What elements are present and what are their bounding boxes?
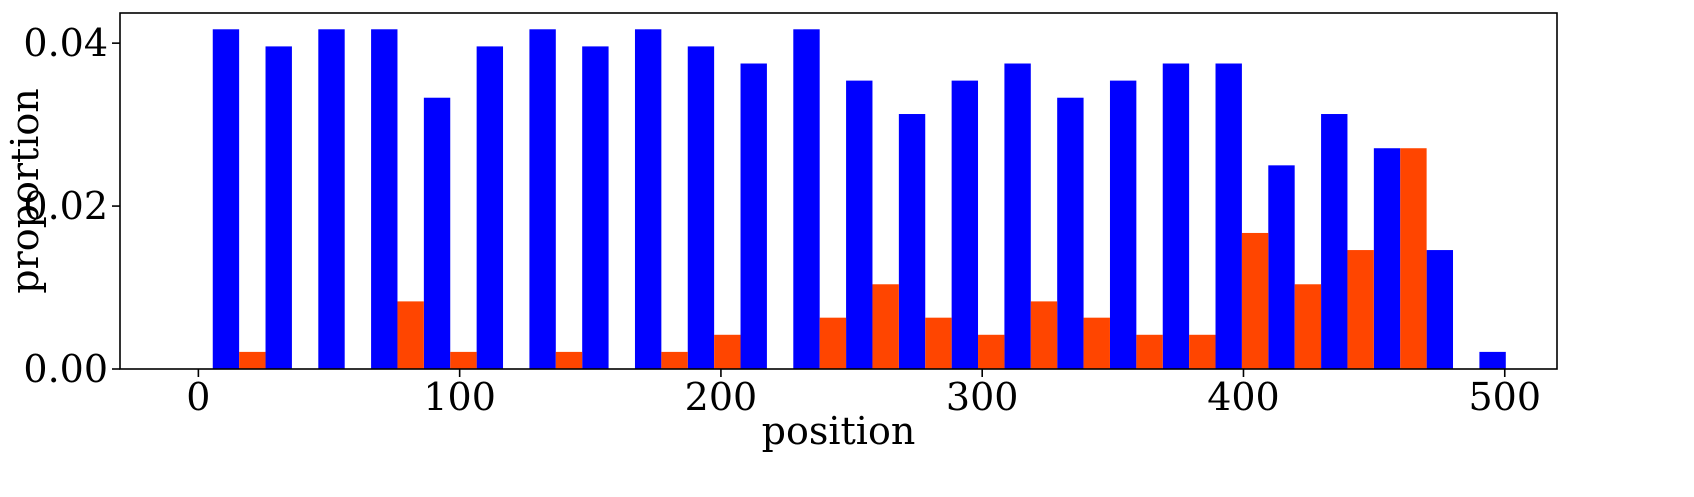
bar-series1-bin7 — [529, 29, 556, 369]
bar-series1-bin18 — [1109, 80, 1137, 369]
bar-series2-bin20 — [1241, 232, 1269, 369]
y-tick-label: 0.04 — [23, 21, 108, 65]
bar-series1-bin17 — [1057, 97, 1084, 369]
bar-series2-bin1 — [239, 351, 266, 369]
bar-series2-bin12 — [819, 317, 847, 369]
bar-series1-bin23 — [1373, 148, 1401, 369]
bar-series1-bin10 — [687, 46, 715, 370]
bar-series1-bin11 — [740, 63, 767, 370]
y-tick-label: 0.02 — [23, 184, 108, 228]
bar-series1-bin14 — [898, 114, 926, 369]
bar-series2-bin10 — [714, 334, 741, 369]
bar-series1-bin22 — [1321, 114, 1348, 369]
bar-series2-bin9 — [661, 351, 688, 369]
x-tick-label: 300 — [946, 375, 1019, 419]
bar-series2-bin15 — [978, 334, 1005, 369]
y-tick-label: 0.00 — [23, 347, 108, 391]
bar-series1-bin8 — [582, 46, 609, 370]
bar-series1-bin19 — [1162, 63, 1190, 370]
bars-group — [212, 29, 1506, 370]
bar-series1-bin25 — [1479, 351, 1506, 369]
x-tick-label: 400 — [1207, 375, 1280, 419]
bar-series1-bin6 — [476, 46, 504, 370]
bar-series2-bin19 — [1189, 334, 1216, 369]
bar-series2-bin13 — [872, 284, 899, 369]
bar-series1-bin13 — [846, 80, 873, 369]
x-axis-label: position — [762, 409, 916, 453]
bar-series2-bin4 — [397, 301, 424, 369]
bar-series1-bin12 — [793, 29, 820, 369]
bar-series1-bin21 — [1268, 165, 1295, 369]
bar-series2-bin18 — [1136, 334, 1163, 369]
bar-series1-bin5 — [423, 97, 451, 369]
x-tick-label: 0 — [186, 375, 210, 419]
bar-series1-bin3 — [318, 29, 345, 369]
bar-series1-bin24 — [1426, 250, 1454, 369]
bar-series2-bin17 — [1083, 317, 1110, 369]
bar-series1-bin2 — [265, 46, 292, 370]
ticks-group: 0 100 200 300 400 500 0.00 0.02 0.04 — [23, 21, 1541, 419]
bar-series2-bin14 — [925, 317, 952, 369]
bar-series2-bin21 — [1294, 284, 1322, 369]
bar-series2-bin23 — [1400, 148, 1427, 369]
bar-series1-bin15 — [951, 80, 979, 369]
bar-series1-bin1 — [212, 29, 240, 369]
x-tick-label: 100 — [423, 375, 496, 419]
bar-series2-bin7 — [555, 351, 583, 369]
bar-series2-bin16 — [1030, 301, 1058, 369]
plot-frame — [119, 12, 1558, 370]
bar-series1-bin20 — [1215, 63, 1242, 370]
bar-series1-bin16 — [1004, 63, 1031, 370]
x-tick-label: 200 — [685, 375, 758, 419]
bar-series2-bin22 — [1347, 250, 1374, 369]
bar-series2-bin5 — [450, 351, 477, 369]
bar-series1-bin9 — [634, 29, 662, 369]
x-tick-label: 500 — [1468, 375, 1541, 419]
bar-series1-bin4 — [371, 29, 398, 369]
y-axis-label: proportion — [3, 88, 47, 294]
